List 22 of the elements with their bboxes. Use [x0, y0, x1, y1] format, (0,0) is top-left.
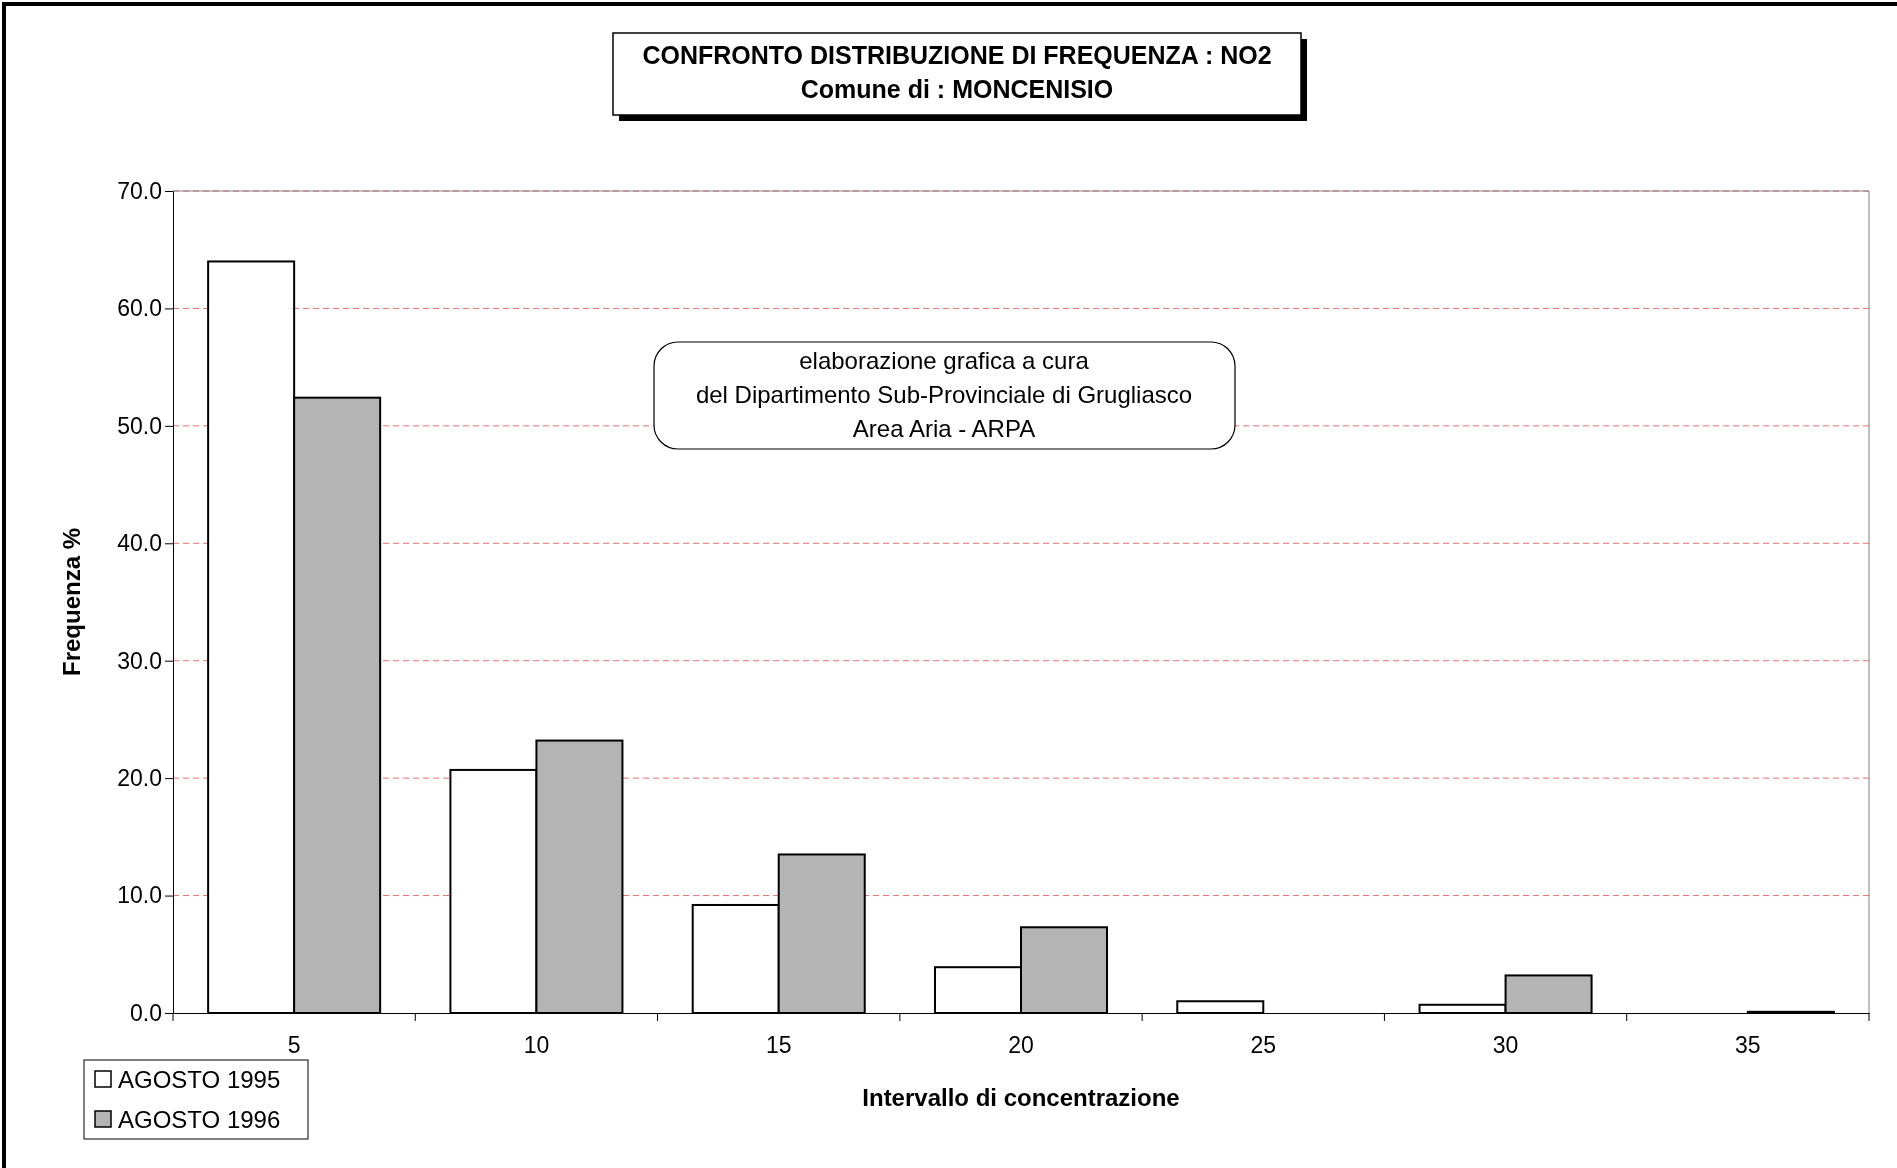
y-tick-label: 70.0: [117, 177, 162, 204]
y-tick-label: 50.0: [117, 412, 162, 439]
chart-title: CONFRONTO DISTRIBUZIONE DI FREQUENZA : NO2: [642, 41, 1272, 69]
y-axis-title: Frequenza %: [58, 527, 85, 677]
chart-subtitle: Comune di : MONCENISIO: [800, 75, 1114, 103]
x-tick-label: 20: [1008, 1031, 1034, 1058]
x-axis-title: Intervallo di concentrazione: [862, 1084, 1180, 1111]
y-tick-label: 30.0: [117, 647, 162, 674]
annotation: elaborazione grafica a cura del Dipartimento Sub-Provinciale di Grugliasco Area Aria - ARPA: [695, 347, 1193, 442]
x-tick-label: 15: [765, 1031, 792, 1058]
x-tick-label: 10: [523, 1031, 550, 1058]
y-tick-label: 60.0: [117, 295, 162, 322]
x-tick-label: 5: [287, 1031, 301, 1058]
x-tick-label: 35: [1735, 1031, 1761, 1058]
y-tick-label: 40.0: [117, 530, 162, 557]
legend-label: AGOSTO 1996: [118, 1106, 281, 1133]
y-tick-label: 0.0: [130, 999, 162, 1026]
x-tick-label: 25: [1250, 1031, 1277, 1058]
x-tick-label: 30: [1492, 1031, 1519, 1058]
y-tick-label: 20.0: [117, 765, 162, 791]
legend-label: AGOSTO 1995: [118, 1066, 281, 1093]
y-tick-label: 10.0: [117, 882, 162, 909]
